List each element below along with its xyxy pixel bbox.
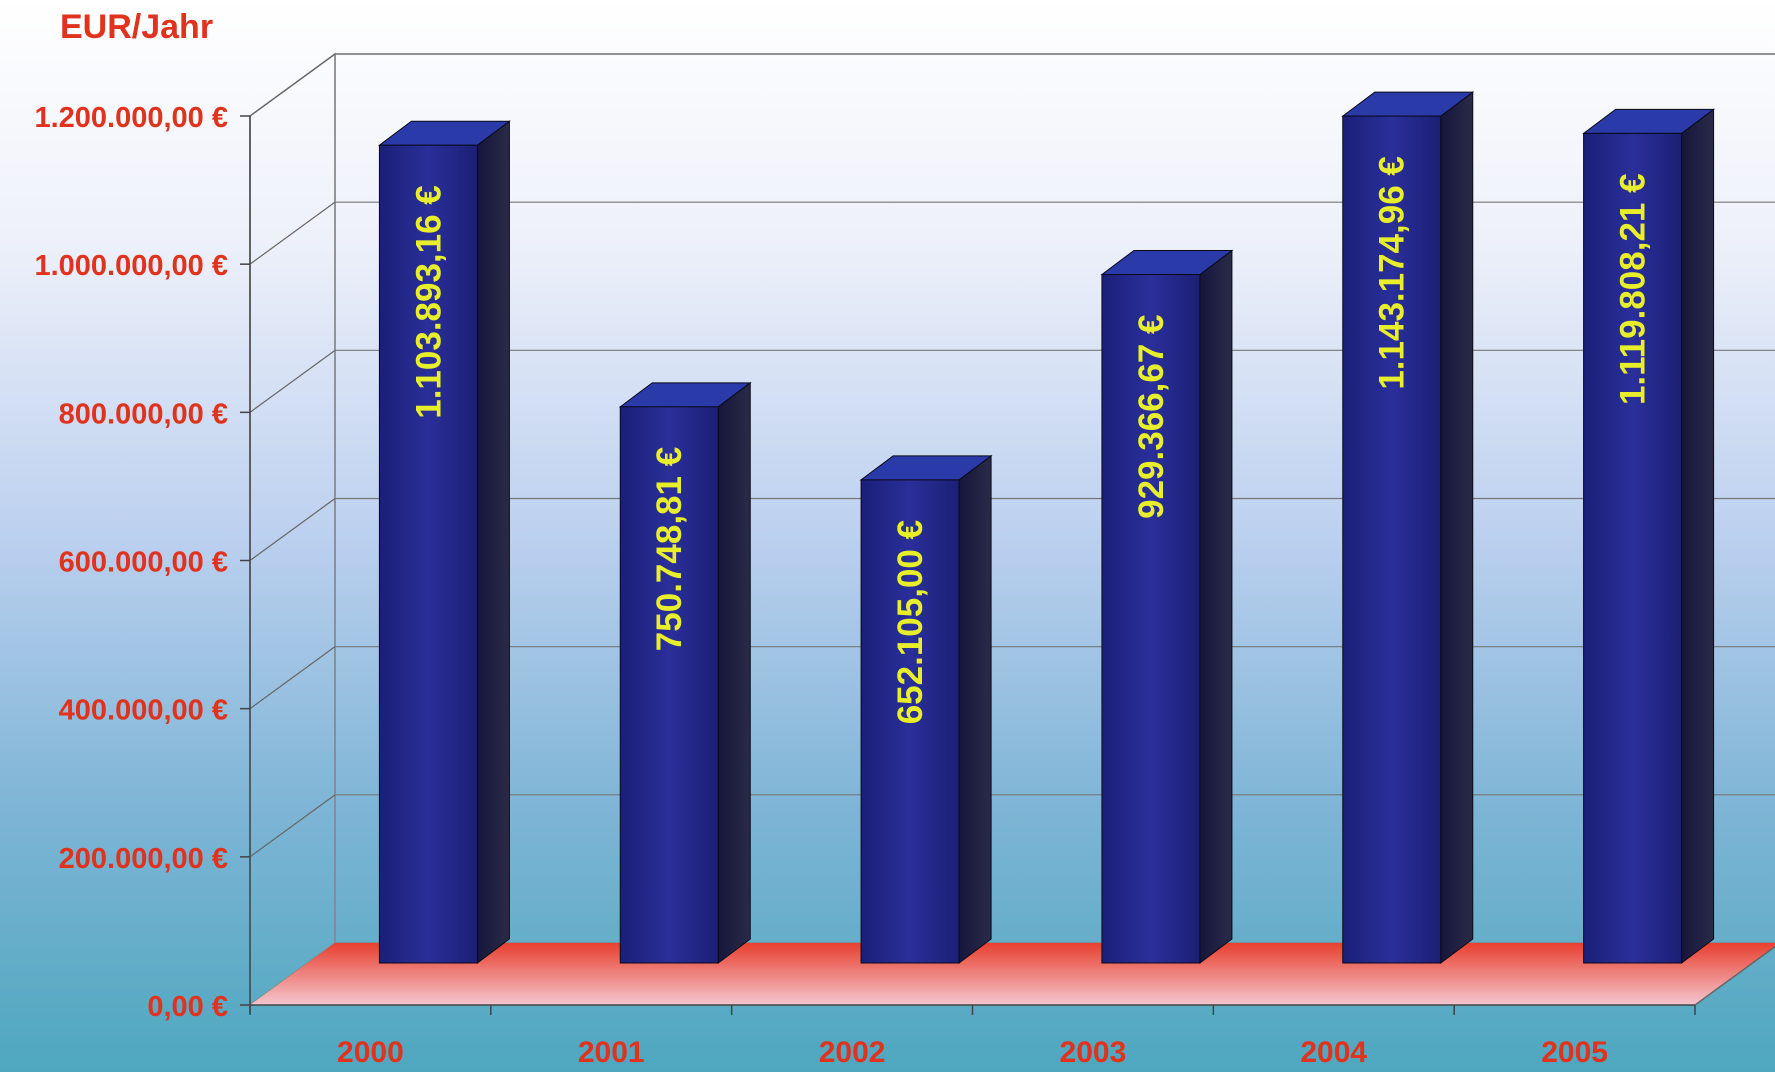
bar: [618, 381, 752, 964]
y-tick-label: 200.000,00 €: [59, 843, 228, 875]
y-tick-label: 400.000,00 €: [59, 695, 228, 727]
bar: [1100, 249, 1234, 964]
x-tick-label: 2002: [819, 1036, 886, 1069]
bar-value-label: 1.143.174,96 €: [1373, 156, 1412, 390]
gridline-side: [249, 794, 336, 858]
bar-front: [1342, 115, 1442, 964]
bar-side: [1681, 108, 1715, 964]
bar-value-label: 1.103.893,16 €: [409, 185, 448, 419]
y-tick-label: 1.200.000,00 €: [34, 102, 228, 134]
bar-side: [958, 454, 992, 964]
y-axis-unit-label: EUR/Jahr: [60, 8, 214, 46]
x-tick-label: 2005: [1541, 1036, 1608, 1069]
gridline-side: [249, 53, 336, 117]
bar-front: [1583, 132, 1683, 964]
gridline-side: [249, 201, 336, 265]
bar: [377, 120, 511, 964]
x-tick-label: 2003: [1060, 1036, 1127, 1069]
bar-value-label: 929.366,67 €: [1132, 314, 1171, 518]
bar-side: [476, 120, 510, 964]
bar: [859, 454, 993, 964]
bar-side: [1199, 249, 1233, 964]
y-tick-label: 800.000,00 €: [59, 398, 228, 430]
bar-front: [1101, 273, 1201, 964]
gridline-side: [249, 646, 336, 710]
gridline-side: [249, 498, 336, 561]
bar-front: [860, 479, 960, 964]
bar-value-label: 1.119.808,21 €: [1614, 173, 1653, 405]
axes: [240, 115, 1696, 1015]
bar-side: [1440, 91, 1474, 964]
gridline-side: [249, 349, 336, 413]
bars: [377, 91, 1716, 964]
y-tick-label: 0,00 €: [147, 991, 228, 1023]
bar: [1341, 91, 1475, 964]
bar-side: [717, 381, 751, 964]
x-tick-label: 2000: [337, 1036, 404, 1069]
y-tick-label: 1.000.000,00 €: [34, 250, 228, 282]
gridlines: [249, 53, 1775, 858]
bar: [1582, 108, 1716, 964]
bar-value-label: 652.105,00 €: [891, 520, 930, 724]
x-tick-label: 2004: [1300, 1036, 1367, 1069]
bar-front: [378, 144, 478, 964]
x-tick-label: 2001: [578, 1036, 645, 1069]
floor-edge: [1694, 945, 1775, 1006]
bar-front: [619, 406, 719, 964]
y-tick-label: 600.000,00 €: [59, 547, 228, 579]
labels: 0,00 € 200.000,00 € 400.000,00 € 600.000,00…: [34, 102, 1652, 1069]
bar-value-label: 750.748,81 €: [650, 447, 689, 651]
